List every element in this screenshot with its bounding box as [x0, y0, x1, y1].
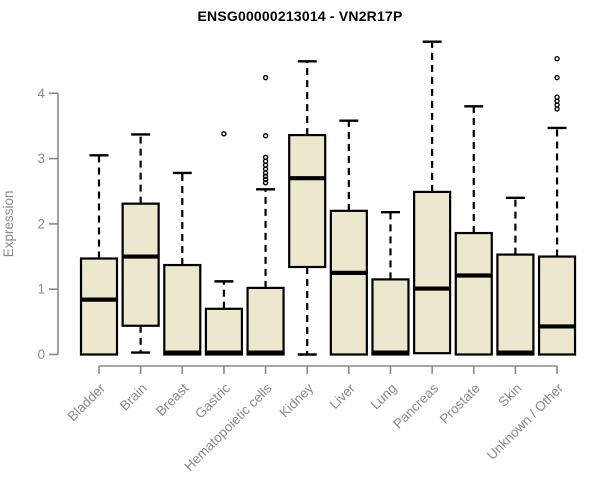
x-tick-label-pancreas: Pancreas	[390, 380, 441, 431]
box-group-hematopoietic-cells	[246, 74, 285, 356]
outlier-point	[262, 74, 269, 81]
x-tick-label-gastric: Gastric	[192, 380, 233, 421]
iqr-box	[204, 307, 244, 356]
x-tick-label-lung: Lung	[368, 381, 400, 413]
iqr-box	[371, 278, 410, 356]
iqr-box	[537, 255, 577, 356]
outlier-point	[262, 176, 269, 183]
iqr-box	[246, 286, 285, 356]
y-axis: 0 1 2 3 4 Expression	[1, 86, 59, 362]
x-tick-label-skin: Skin	[495, 381, 524, 410]
y-axis-title: Expression	[1, 191, 16, 258]
x-tick-label-bladder: Bladder	[65, 380, 109, 424]
x-tick-label-breast: Breast	[153, 380, 191, 418]
outlier-point	[262, 173, 269, 179]
y-tick-label: 3	[37, 151, 45, 166]
box-group-bladder	[79, 154, 119, 356]
box-group-pancreas	[413, 40, 452, 355]
x-tick-label-brain: Brain	[117, 381, 150, 414]
chart-title: ENSG00000213014 - VN2R17P	[197, 8, 403, 24]
iqr-box	[163, 263, 202, 356]
box-group-prostate	[454, 105, 493, 356]
x-tick-label-prostate: Prostate	[437, 381, 483, 427]
x-tick-label-kidney: Kidney	[277, 380, 317, 420]
boxes	[79, 40, 577, 356]
box-group-lung	[371, 210, 410, 356]
y-tick-label: 0	[37, 347, 45, 362]
x-tick-label-unknown-other: Unknown / Other	[484, 380, 567, 463]
y-tick-label: 2	[37, 216, 45, 231]
x-tick-label-liver: Liver	[327, 380, 359, 412]
outlier-point	[262, 180, 269, 186]
iqr-box	[496, 253, 535, 356]
outlier-point	[554, 74, 560, 81]
iqr-box	[288, 133, 327, 269]
box-group-unknown-other	[537, 55, 577, 356]
outlier-point	[554, 94, 560, 100]
outlier-point	[554, 55, 560, 62]
box-group-breast	[163, 171, 202, 356]
outlier-point	[262, 133, 269, 139]
iqr-box	[329, 209, 368, 356]
iqr-box	[413, 190, 452, 355]
box-group-kidney	[288, 60, 327, 356]
y-tick-label: 4	[37, 86, 45, 101]
iqr-box	[121, 202, 160, 327]
box-group-liver	[329, 119, 368, 356]
box-group-gastric	[204, 131, 244, 356]
outlier-point	[221, 131, 227, 137]
box-group-brain	[121, 133, 160, 354]
iqr-box	[454, 231, 493, 356]
iqr-box	[79, 257, 119, 356]
y-tick-label: 1	[37, 282, 45, 297]
outlier-point	[262, 154, 269, 160]
box-group-skin	[496, 196, 535, 356]
